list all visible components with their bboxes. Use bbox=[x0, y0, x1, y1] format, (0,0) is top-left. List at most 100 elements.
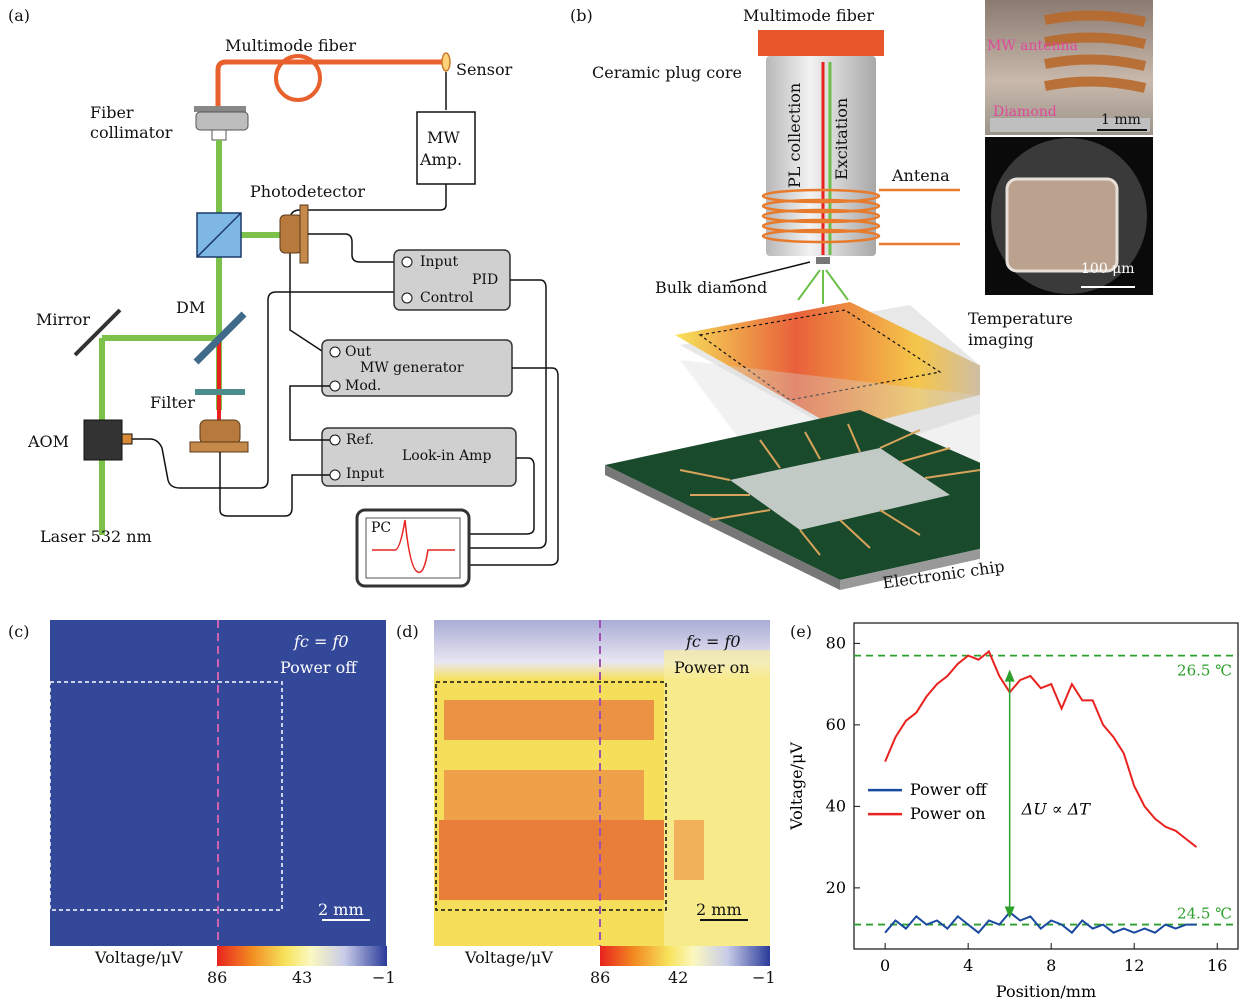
d-cond2: Power on bbox=[674, 658, 750, 677]
map-power-off: fc = f0 Power off 2 mm bbox=[49, 620, 386, 946]
b-scale-1mm: 1 mm bbox=[1101, 112, 1141, 128]
setup-schematic bbox=[73, 52, 559, 588]
a-pid: PID bbox=[472, 272, 499, 288]
x-tick-label: 0 bbox=[880, 956, 890, 975]
temperature-reference-label: 24.5 ℃ bbox=[1177, 905, 1232, 923]
a-aom: AOM bbox=[28, 432, 70, 451]
c-cond1: fc = f0 bbox=[294, 632, 349, 651]
y-axis-label: Voltage/μV bbox=[787, 742, 806, 831]
a-laser: Laser 532 nm bbox=[40, 527, 152, 546]
delta-arrow-head-top bbox=[1004, 669, 1015, 682]
b-ceramic: Ceramic plug core bbox=[592, 63, 742, 82]
temperature-reference-label: 26.5 ℃ bbox=[1177, 662, 1232, 680]
a-pid-control: Control bbox=[420, 290, 474, 306]
panel-label-d: (d) bbox=[396, 622, 419, 641]
x-tick-label: 8 bbox=[1046, 956, 1056, 975]
collimator-body bbox=[195, 111, 249, 131]
series-line bbox=[884, 649, 1198, 848]
a-lockin-ref: Ref. bbox=[346, 432, 374, 448]
d-tick-2: −1 bbox=[752, 968, 776, 987]
a-mw-amp-2: Amp. bbox=[420, 150, 463, 169]
chip-die bbox=[730, 448, 950, 530]
y-tick-label: 20 bbox=[826, 878, 846, 897]
a-collimator-2: collimator bbox=[90, 123, 173, 142]
x-tick-label: 16 bbox=[1207, 956, 1227, 975]
a-sensor: Sensor bbox=[456, 60, 513, 79]
dm-icon bbox=[193, 311, 247, 365]
legend-label: Power on bbox=[910, 804, 986, 823]
y-tick-label: 80 bbox=[826, 633, 846, 652]
a-collimator-1: Fiber bbox=[90, 103, 134, 122]
aom-icon bbox=[83, 419, 123, 461]
lockin-box bbox=[321, 427, 517, 487]
c-colorbar bbox=[217, 946, 387, 966]
x-axis-label: Position/mm bbox=[996, 982, 1096, 1001]
b-multimode-fiber: Multimode fiber bbox=[743, 6, 874, 25]
c-scale: 2 mm bbox=[318, 900, 364, 919]
a-mw-out: Out bbox=[345, 344, 372, 360]
b-diamond: Diamond bbox=[993, 104, 1057, 120]
d-tick-1: 42 bbox=[668, 968, 689, 987]
c-tick-0: 86 bbox=[207, 968, 228, 987]
temperature-map bbox=[675, 302, 980, 430]
panel-label-e: (e) bbox=[790, 622, 812, 641]
b-temperature-2: imaging bbox=[968, 330, 1034, 349]
probe-illustration bbox=[605, 30, 980, 590]
c-tick-2: −1 bbox=[372, 968, 396, 987]
map-power-on: fc = f0 Power on 2 mm bbox=[434, 620, 770, 946]
x-tick-label: 12 bbox=[1124, 956, 1144, 975]
y-tick-label: 40 bbox=[826, 796, 846, 815]
a-lockin: Look-in Amp bbox=[402, 448, 492, 464]
photodetector-icon bbox=[279, 214, 303, 254]
multimode-fiber-line bbox=[215, 59, 445, 110]
b-temperature-1: Temperature bbox=[968, 309, 1073, 328]
d-cond1: fc = f0 bbox=[686, 632, 741, 651]
a-mw-mod: Mod. bbox=[345, 378, 382, 394]
a-mw-generator: MW generator bbox=[360, 360, 464, 376]
plot-frame bbox=[853, 622, 1239, 950]
a-mw-amp-1: MW bbox=[427, 128, 460, 147]
a-multimode-fiber: Multimode fiber bbox=[225, 36, 356, 55]
sensor-icon bbox=[441, 52, 451, 72]
antenna-coil bbox=[761, 188, 960, 246]
b-excitation: Excitation bbox=[832, 97, 851, 180]
b-bulk-diamond: Bulk diamond bbox=[655, 278, 768, 297]
delta-arrow-head-bottom bbox=[1004, 906, 1015, 919]
c-cond2: Power off bbox=[280, 658, 357, 677]
a-dm: DM bbox=[176, 298, 206, 317]
ceramic-cylinder bbox=[766, 56, 876, 256]
c-tick-1: 43 bbox=[292, 968, 313, 987]
lower-detector bbox=[199, 419, 241, 445]
fiber-cap bbox=[758, 30, 884, 56]
b-scale-100um: 100 μm bbox=[1081, 261, 1135, 277]
series-line bbox=[884, 910, 1197, 935]
d-colorbar bbox=[600, 946, 770, 966]
excitation-arrows bbox=[797, 269, 849, 304]
panel-label-b: (b) bbox=[570, 6, 593, 25]
d-cbar-label: Voltage/μV bbox=[465, 948, 553, 967]
b-antenna: Antena bbox=[892, 166, 950, 185]
b-mw-antenna: MW antenna bbox=[987, 38, 1078, 54]
antenna-photo: MW antenna Diamond 1 mm bbox=[985, 0, 1153, 135]
b-pl-collection: PL collection bbox=[785, 82, 804, 188]
delta-annotation: ΔU ∝ ΔT bbox=[1021, 800, 1092, 819]
d-tick-0: 86 bbox=[590, 968, 611, 987]
a-filter: Filter bbox=[150, 393, 195, 412]
bulk-diamond-icon bbox=[816, 257, 830, 264]
a-photodetector: Photodetector bbox=[250, 182, 366, 201]
mirror-icon bbox=[73, 308, 122, 357]
d-scale: 2 mm bbox=[696, 900, 742, 919]
panel-label-a: (a) bbox=[8, 6, 31, 25]
a-pc: PC bbox=[371, 520, 392, 536]
y-tick-label: 60 bbox=[826, 715, 846, 734]
a-mirror: Mirror bbox=[36, 310, 91, 329]
c-cbar-label: Voltage/μV bbox=[95, 948, 183, 967]
fiber-loop bbox=[274, 54, 322, 102]
mw-amp-box bbox=[416, 111, 476, 185]
voltage-position-chart: 0 4 8 12 16 20 40 60 80 Position/mm Voltage/μV 26.5… bbox=[787, 622, 1239, 1001]
diamond-photo: 100 μm bbox=[985, 137, 1153, 295]
legend-label: Power off bbox=[910, 780, 988, 799]
a-pid-input: Input bbox=[420, 254, 459, 270]
panel-label-c: (c) bbox=[8, 622, 30, 641]
x-tick-label: 4 bbox=[963, 956, 973, 975]
